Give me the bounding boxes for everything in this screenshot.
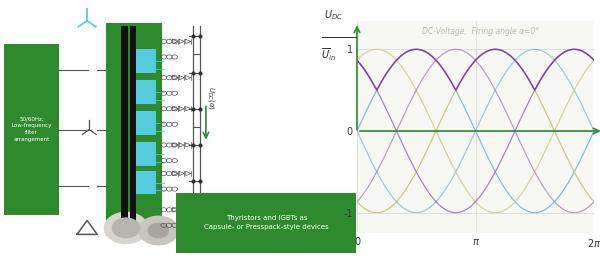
Bar (106, 23, 162, 236)
Text: $U_{DC}$: $U_{DC}$ (324, 8, 343, 21)
FancyBboxPatch shape (176, 193, 356, 253)
Circle shape (112, 218, 140, 238)
Circle shape (139, 216, 178, 245)
Bar (4, 44, 59, 215)
Text: Thyristors and IGBTs as
Capsule- or Presspack-style devices: Thyristors and IGBTs as Capsule- or Pres… (204, 215, 329, 230)
Circle shape (148, 223, 169, 238)
Text: DC-Voltage,  Firing angle α=0°: DC-Voltage, Firing angle α=0° (422, 27, 539, 36)
Bar (136, 111, 156, 135)
Bar (136, 49, 156, 73)
Bar (136, 171, 156, 194)
Text: 50/60Hz,
Low-frequency
filter
arrangement: 50/60Hz, Low-frequency filter arrangemen… (11, 117, 52, 142)
Bar (136, 142, 156, 166)
Bar (121, 26, 128, 233)
Text: $\overline{U}_{in}$: $\overline{U}_{in}$ (321, 47, 336, 63)
Circle shape (104, 212, 148, 243)
Text: $U_{DC}(\alpha)$: $U_{DC}(\alpha)$ (206, 87, 216, 110)
Bar (136, 80, 156, 104)
Bar (130, 26, 136, 233)
